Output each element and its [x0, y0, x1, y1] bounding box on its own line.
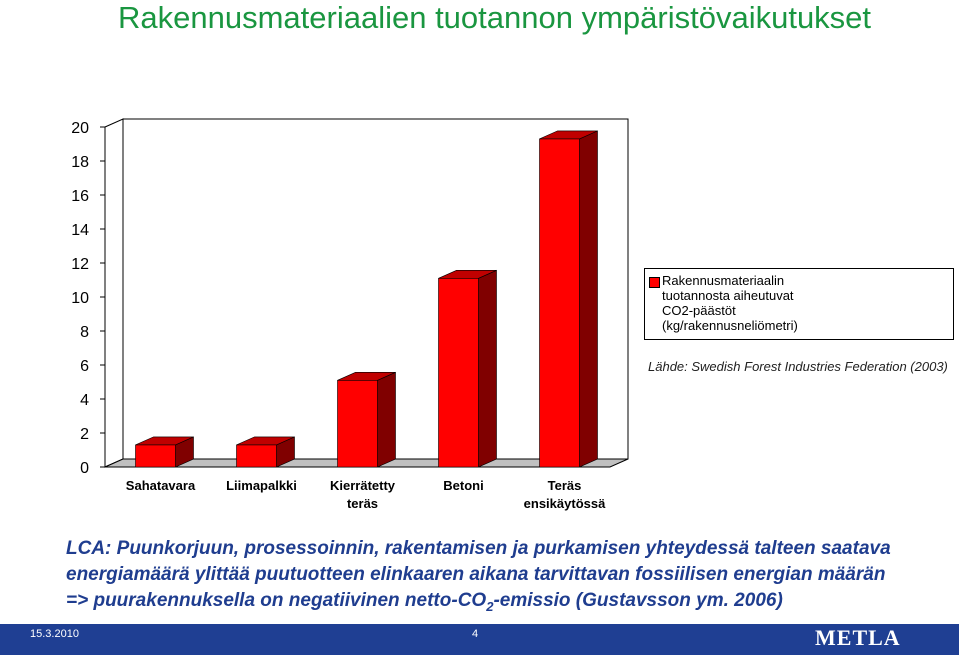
bar [236, 436, 295, 468]
y-tick-label: 8 [80, 324, 89, 341]
x-tick-label: Sahatavara [125, 478, 196, 493]
y-tick-label: 16 [71, 188, 89, 205]
bar-side [579, 130, 598, 468]
bar-side [478, 269, 497, 468]
bar-front [438, 277, 479, 468]
text: -emissio (Gustavsson ym. 2006) [493, 590, 783, 611]
bar-side [377, 371, 396, 468]
y-tick-label: 14 [71, 222, 89, 239]
bar-front [539, 138, 580, 468]
legend-label: Rakennusmateriaalin tuotannosta aiheutuv… [662, 273, 798, 333]
y-tick-label: 10 [71, 290, 89, 307]
bar [438, 269, 497, 468]
bar-front [236, 444, 277, 468]
logo: METLA [815, 625, 901, 650]
slide-title: Rakennusmateriaalien tuotannon ympäristö… [118, 0, 872, 35]
subscript: 2 [486, 598, 494, 614]
x-tick-label: Betoni [443, 478, 484, 493]
y-tick-label: 4 [80, 392, 89, 409]
y-tick-label: 2 [80, 426, 89, 443]
bar [135, 436, 194, 468]
footer-bar [0, 624, 959, 655]
x-tick-label: Liimapalkki [226, 478, 297, 493]
side-wall [104, 118, 124, 468]
bar [539, 130, 598, 468]
body-line: => puurakennuksella on negatiivinen nett… [66, 588, 891, 620]
bar-front [135, 444, 176, 468]
bar [337, 371, 396, 468]
y-tick-label: 18 [71, 154, 89, 171]
legend-swatch [649, 277, 660, 288]
text: => puurakennuksella on negatiivinen nett… [66, 590, 487, 611]
chart: 0 2 4 6 8 10 12 14 16 18 20 [71, 118, 629, 477]
y-tick-label: 6 [80, 358, 89, 375]
y-tick-label: 0 [80, 460, 89, 477]
body-text: LCA: Puunkorjuun, prosessoinnin, rakenta… [66, 536, 891, 620]
x-tick-label: Teräs ensikäytössä [523, 478, 606, 511]
source-note: Lähde: Swedish Forest Industries Federat… [648, 359, 948, 374]
page-number: 4 [472, 628, 479, 640]
bar-front [337, 379, 378, 468]
footer-date: 15.3.2010 [30, 628, 79, 640]
body-line: LCA: Puunkorjuun, prosessoinnin, rakenta… [66, 538, 891, 559]
legend: Rakennusmateriaalin tuotannosta aiheutuv… [644, 268, 954, 340]
x-tick-label: Kierrätetty teräs [329, 478, 396, 511]
y-tick-label: 20 [71, 120, 89, 137]
body-line: energiamäärä ylittää puutuotteen elinkaa… [66, 564, 886, 585]
y-tick-label: 12 [71, 256, 89, 273]
